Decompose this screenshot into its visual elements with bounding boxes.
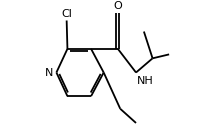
Text: NH: NH xyxy=(137,77,154,86)
Text: O: O xyxy=(114,1,122,11)
Text: N: N xyxy=(45,68,53,77)
Text: Cl: Cl xyxy=(61,9,72,19)
